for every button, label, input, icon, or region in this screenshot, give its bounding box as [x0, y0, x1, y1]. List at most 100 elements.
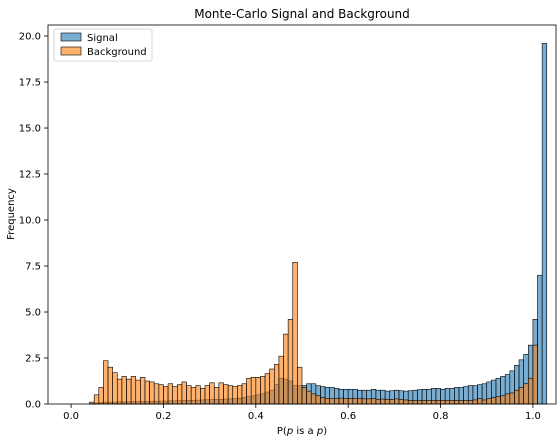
background-bar [514, 389, 520, 405]
background-bar [246, 377, 252, 405]
legend-swatch-signal [60, 32, 82, 42]
x-label-part-4: p [316, 426, 323, 437]
background-bar [407, 400, 414, 405]
background-bar [140, 377, 146, 405]
background-bar [218, 382, 224, 405]
signal-bars [89, 43, 548, 405]
background-bar [384, 399, 391, 405]
background-bar [334, 398, 340, 405]
background-bar [338, 397, 344, 405]
x-label-part-5: ) [323, 426, 327, 437]
background-bar [227, 385, 234, 405]
y-tick-label: 15.0 [19, 124, 41, 135]
background-bar [93, 394, 100, 405]
background-bar [232, 386, 238, 405]
background-bar [144, 380, 150, 405]
background-bar [172, 386, 178, 405]
background-bar [130, 376, 137, 405]
background-bar [532, 344, 538, 405]
legend-label-signal: Signal [87, 33, 118, 44]
background-bar [107, 366, 113, 405]
background-bar [523, 383, 529, 405]
background-bar [347, 398, 354, 405]
background-bar [190, 387, 197, 405]
background-bar [223, 384, 229, 405]
background-bar [449, 400, 455, 405]
background-bar [435, 400, 441, 405]
background-bar [112, 372, 118, 405]
background-bar [444, 400, 451, 405]
background-bar [213, 387, 220, 405]
background-bar [361, 398, 367, 405]
background-bar [241, 383, 247, 405]
background-bar [403, 399, 409, 405]
y-tick-label: 2.5 [25, 354, 41, 365]
x-axis-ticks: 0.0 0.2 0.4 0.6 0.8 1.0 [63, 404, 541, 422]
background-bar [472, 399, 478, 405]
background-bar [491, 397, 497, 405]
background-bar [264, 373, 270, 405]
background-bar [366, 398, 372, 405]
background-bar [135, 379, 141, 405]
background-bar [186, 385, 192, 405]
background-bar [467, 400, 474, 405]
x-label-part-3: is a [293, 426, 317, 437]
background-bar [250, 377, 257, 405]
background-bar [287, 319, 294, 405]
background-bar [292, 262, 298, 405]
background-bar [518, 387, 524, 405]
background-bar [126, 378, 132, 405]
background-bar [500, 395, 506, 405]
background-bar [209, 382, 215, 405]
legend: Signal Background [53, 28, 153, 62]
background-bar [260, 376, 266, 405]
signal-bar [537, 274, 543, 405]
x-tick-label: 1.0 [525, 411, 541, 422]
x-tick-label: 0.8 [433, 411, 449, 422]
background-bar [283, 333, 289, 405]
background-bar [158, 384, 164, 405]
background-bar [495, 396, 501, 405]
plot-frame [47, 24, 557, 405]
background-bar [153, 383, 160, 405]
background-bar [121, 376, 127, 405]
legend-swatch-background [60, 46, 82, 56]
background-bar [98, 387, 104, 405]
background-bar [278, 355, 284, 405]
background-bar [273, 364, 280, 405]
background-bar [426, 400, 432, 405]
chart-title: Monte-Carlo Signal and Background [194, 7, 410, 21]
background-bar [352, 398, 358, 405]
background-bar [269, 368, 275, 405]
y-tick-label: 0.0 [25, 400, 41, 411]
background-bar [440, 400, 446, 405]
background-bar [370, 398, 377, 405]
background-bar [375, 399, 381, 405]
background-bar [463, 400, 469, 405]
background-bar [527, 377, 534, 405]
background-bar [458, 400, 464, 405]
x-label-part-1: P( [277, 426, 287, 437]
background-bar [195, 385, 201, 405]
background-bar [306, 390, 312, 405]
background-bar [412, 400, 418, 405]
background-bar [389, 399, 395, 405]
legend-label-background: Background [87, 47, 147, 58]
y-tick-label: 7.5 [25, 262, 41, 273]
x-tick-label: 0.2 [156, 411, 172, 422]
y-axis-ticks: 0.0 2.5 5.0 7.5 10.0 12.5 15.0 17.5 20.0 [19, 32, 48, 411]
background-bar [103, 360, 109, 405]
x-label-part-2: p [286, 426, 293, 437]
background-bar [237, 385, 243, 405]
background-bar [431, 400, 437, 405]
background-bar [504, 393, 511, 405]
background-bar [357, 398, 363, 405]
background-bar [204, 385, 210, 405]
background-bar [324, 398, 331, 405]
background-bar [394, 398, 400, 405]
background-bar [163, 386, 169, 405]
x-tick-label: 0.6 [340, 411, 356, 422]
background-bar [116, 378, 123, 405]
background-bar [200, 388, 206, 405]
background-bar [380, 398, 386, 405]
